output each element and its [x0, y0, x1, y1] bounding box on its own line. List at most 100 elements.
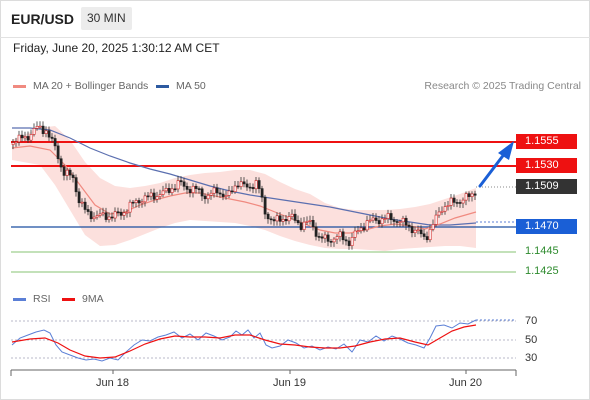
candle-body: [437, 211, 441, 216]
candle-body: [77, 191, 81, 204]
legend-label: MA 50: [176, 80, 206, 92]
candle-body: [155, 196, 159, 200]
candle-body: [317, 236, 321, 238]
rsi-legend-9ma: 9MA: [62, 293, 104, 305]
candle-body: [74, 177, 78, 193]
candle-body: [11, 142, 15, 145]
candle-body: [371, 217, 375, 221]
candle-body: [449, 197, 453, 206]
candle-body: [266, 213, 270, 220]
candle-body: [401, 217, 405, 223]
legend-swatch-icon: [156, 84, 169, 88]
candle-body: [38, 125, 42, 128]
candle-body: [164, 188, 168, 192]
legend-swatch-icon: [13, 84, 26, 88]
candle-body: [119, 211, 123, 216]
rsi-9ma-line: [11, 324, 477, 359]
candle-body: [176, 180, 180, 190]
candle-body: [191, 185, 195, 193]
candle-body: [224, 195, 228, 197]
candle-body: [470, 193, 474, 197]
candle-body: [386, 213, 390, 219]
candle-body: [98, 213, 102, 216]
ma20-line: [11, 145, 477, 234]
candle-body: [161, 190, 165, 195]
candle-body: [446, 205, 450, 207]
candle-body: [26, 136, 30, 141]
candle-body: [143, 195, 147, 203]
candle-body: [179, 180, 183, 183]
candle-body: [356, 230, 360, 232]
candle-body: [278, 215, 282, 222]
candle-body: [122, 212, 126, 216]
symbol-title: EUR/USD: [11, 11, 75, 27]
candle-body: [290, 213, 294, 217]
candle-body: [95, 215, 99, 218]
candle-body: [269, 218, 273, 221]
candle-body: [323, 234, 327, 239]
candle-body: [353, 230, 357, 238]
price-tag-1530: 1.1530: [516, 158, 577, 173]
candle-body: [329, 241, 333, 243]
candle-body: [14, 141, 18, 144]
candle-body: [89, 211, 93, 220]
candlestick-series: [11, 121, 477, 250]
candle-body: [188, 189, 192, 193]
price-label-1425: 1.1425: [525, 265, 559, 277]
candle-body: [443, 206, 447, 212]
candle-body: [320, 236, 324, 239]
rsi-legend-rsi: RSI: [13, 293, 51, 305]
candle-body: [215, 187, 219, 194]
candle-body: [344, 239, 348, 242]
rsi-tick-30: 30: [525, 352, 538, 364]
candle-body: [434, 214, 438, 225]
candle-body: [167, 188, 171, 193]
candle-body: [407, 224, 411, 227]
candle-body: [248, 186, 252, 189]
candle-body: [173, 188, 177, 191]
candle-body: [398, 221, 402, 224]
candle-body: [230, 190, 234, 193]
candle-body: [326, 234, 330, 242]
candle-body: [200, 188, 204, 197]
copyright-text: Research © 2025 Trading Central: [424, 80, 581, 92]
candle-body: [50, 136, 54, 139]
candle-body: [395, 221, 399, 223]
candle-body: [149, 192, 153, 197]
candle-body: [383, 218, 387, 220]
candle-body: [305, 220, 309, 223]
candle-body: [293, 213, 297, 221]
candle-body: [410, 226, 414, 234]
candle-body: [392, 219, 396, 222]
candle-body: [347, 240, 351, 246]
candle-body: [374, 217, 378, 221]
candle-body: [365, 220, 369, 231]
candle-body: [455, 202, 459, 204]
candle-body: [101, 212, 105, 215]
candle-body: [128, 201, 132, 213]
candle-body: [107, 216, 111, 220]
candle-body: [242, 181, 246, 185]
rsi-tick-50: 50: [525, 334, 538, 346]
candle-body: [458, 202, 462, 204]
candle-body: [389, 213, 393, 221]
candle-body: [104, 212, 108, 220]
timeframe-button[interactable]: 30 MIN: [81, 7, 132, 30]
candle-body: [296, 220, 300, 224]
candle-body: [110, 216, 114, 219]
candle-body: [29, 134, 33, 141]
candle-body: [116, 211, 120, 214]
candle-body: [125, 211, 129, 214]
candle-body: [32, 128, 36, 135]
candle-body: [263, 196, 267, 215]
candle-body: [311, 220, 315, 228]
legend-ma20-bollinger: MA 20 + Bollinger Bands: [13, 80, 148, 92]
price-label-1445: 1.1445: [525, 245, 559, 257]
candle-body: [71, 174, 75, 178]
legend-swatch-icon: [62, 297, 75, 301]
candle-body: [254, 180, 258, 190]
candle-body: [131, 201, 135, 204]
candle-body: [413, 229, 417, 234]
candle-body: [68, 169, 72, 176]
